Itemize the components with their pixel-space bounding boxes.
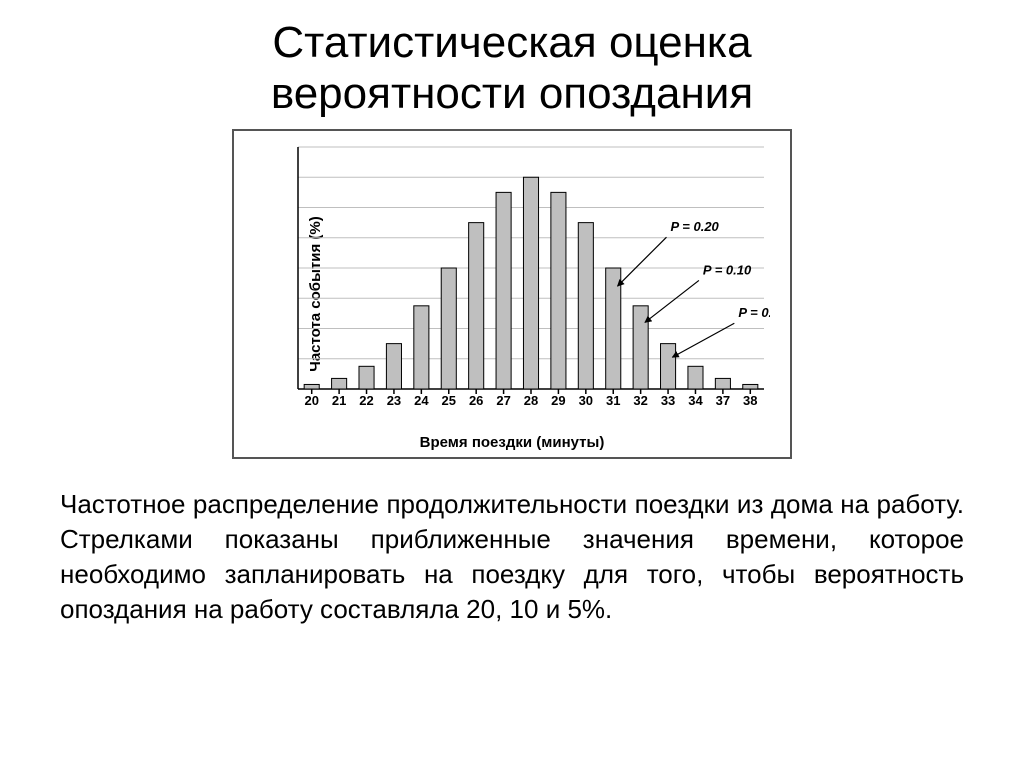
bar bbox=[743, 385, 758, 390]
plot-area: 0246810121416202122232425262728293031323… bbox=[292, 145, 770, 407]
title-line-1: Статистическая оценка bbox=[272, 18, 751, 67]
svg-text:20: 20 bbox=[304, 393, 318, 407]
bar bbox=[551, 193, 566, 390]
svg-text:23: 23 bbox=[387, 393, 401, 407]
svg-text:37: 37 bbox=[716, 393, 730, 407]
annotation-label: P = 0.05 bbox=[738, 305, 770, 320]
bar bbox=[688, 367, 703, 390]
bar bbox=[469, 223, 484, 389]
chart-svg: 0246810121416202122232425262728293031323… bbox=[292, 145, 770, 407]
svg-text:29: 29 bbox=[551, 393, 565, 407]
svg-text:34: 34 bbox=[688, 393, 703, 407]
svg-text:38: 38 bbox=[743, 393, 757, 407]
svg-text:25: 25 bbox=[442, 393, 456, 407]
bar bbox=[496, 193, 511, 390]
bar bbox=[715, 379, 730, 390]
bar bbox=[304, 385, 319, 390]
bar bbox=[661, 344, 676, 389]
bar bbox=[633, 306, 648, 389]
svg-text:32: 32 bbox=[633, 393, 647, 407]
svg-text:22: 22 bbox=[359, 393, 373, 407]
bar bbox=[441, 268, 456, 389]
svg-text:31: 31 bbox=[606, 393, 620, 407]
bar bbox=[523, 177, 538, 389]
svg-text:30: 30 bbox=[579, 393, 593, 407]
bar bbox=[332, 379, 347, 390]
svg-text:28: 28 bbox=[524, 393, 538, 407]
bar bbox=[414, 306, 429, 389]
svg-text:24: 24 bbox=[414, 393, 429, 407]
svg-text:26: 26 bbox=[469, 393, 483, 407]
svg-text:33: 33 bbox=[661, 393, 675, 407]
bar bbox=[606, 268, 621, 389]
annotation-label: P = 0.20 bbox=[670, 219, 719, 234]
bar bbox=[386, 344, 401, 389]
bar bbox=[578, 223, 593, 389]
slide-title: Статистическая оценка вероятности опозда… bbox=[60, 18, 964, 119]
title-line-2: вероятности опоздания bbox=[271, 69, 753, 118]
bar bbox=[359, 367, 374, 390]
svg-text:27: 27 bbox=[496, 393, 510, 407]
svg-text:21: 21 bbox=[332, 393, 346, 407]
annotation-label: P = 0.10 bbox=[703, 263, 752, 278]
x-axis-label: Время поездки (минуты) bbox=[234, 434, 790, 451]
caption-text: Частотное распределение продолжительност… bbox=[60, 487, 964, 627]
chart-container: Частота события (%) Время поездки (минут… bbox=[232, 129, 792, 459]
